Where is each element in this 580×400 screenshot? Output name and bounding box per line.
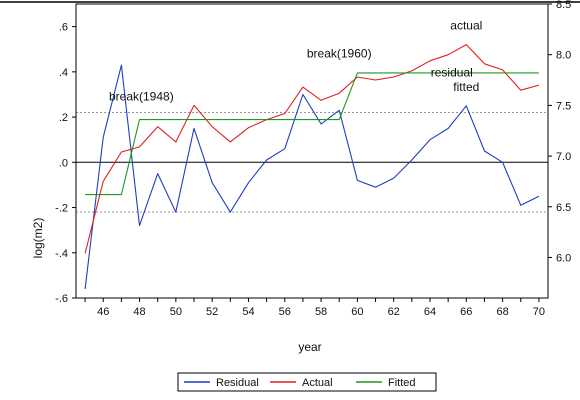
annotation-label: actual (450, 18, 482, 32)
plot-frame (75, 3, 549, 299)
right-y-axis: 6.0 6.5 7.0 7.5 8.0 8.5 (548, 0, 571, 264)
left-tick-label: -.6 (55, 293, 68, 305)
x-tick-label: 54 (242, 306, 254, 318)
series-fitted-line (85, 72, 539, 196)
x-axis: 46 48 50 52 54 56 58 60 62 64 66 68 70 (84, 298, 545, 318)
annotation-label: break(1948) (109, 89, 174, 103)
right-tick-label: 6.0 (556, 252, 571, 264)
series-lines (84, 44, 540, 290)
right-tick-label: 6.5 (556, 202, 571, 214)
left-y-axis: -.6 -.4 -.2 .0 .2 .4 .6 (55, 22, 76, 305)
right-tick-label: 7.5 (556, 100, 571, 112)
x-tick-label: 50 (170, 306, 182, 318)
x-tick-label: 62 (388, 306, 400, 318)
left-tick-label: .6 (59, 22, 68, 34)
annotations: break(1948) break(1960) actual fittedresidu… (109, 18, 482, 103)
x-tick-label: 70 (533, 306, 545, 318)
left-tick-label: -.2 (55, 203, 68, 215)
annotation-label: residual (431, 65, 473, 79)
left-axis-label: log(m2) (31, 218, 45, 259)
plot-border (75, 3, 549, 299)
x-tick-label: 48 (133, 306, 145, 318)
legend-entry-actual: Actual (302, 377, 333, 389)
reference-lines (76, 112, 548, 213)
x-tick-label: 66 (460, 306, 472, 318)
legend-entry-residual: Residual (216, 377, 259, 389)
legend-box (177, 372, 437, 392)
right-tick-label: 8.5 (556, 0, 571, 11)
left-tick-label: -.4 (55, 248, 68, 260)
annotation-label: fitted (453, 80, 479, 94)
legend: Residual Actual Fitted (177, 372, 437, 392)
left-tick-label: .0 (59, 157, 68, 169)
right-tick-label: 7.0 (556, 151, 571, 163)
x-tick-label: 46 (97, 306, 109, 318)
x-tick-label: 68 (496, 306, 508, 318)
x-axis-label: year (298, 340, 321, 354)
series-actual-line (84, 44, 540, 254)
left-tick-label: .2 (59, 112, 68, 124)
left-tick-label: .4 (59, 67, 68, 79)
x-tick-label: 56 (279, 306, 291, 318)
x-tick-label: 64 (424, 306, 436, 318)
right-tick-label: 8.0 (556, 50, 571, 62)
legend-entry-fitted: Fitted (388, 377, 416, 389)
x-tick-label: 60 (351, 306, 363, 318)
x-tick-label: 52 (206, 306, 218, 318)
x-tick-label: 58 (315, 306, 327, 318)
series-residual-line (84, 64, 540, 290)
annotation-label: break(1960) (307, 47, 372, 61)
